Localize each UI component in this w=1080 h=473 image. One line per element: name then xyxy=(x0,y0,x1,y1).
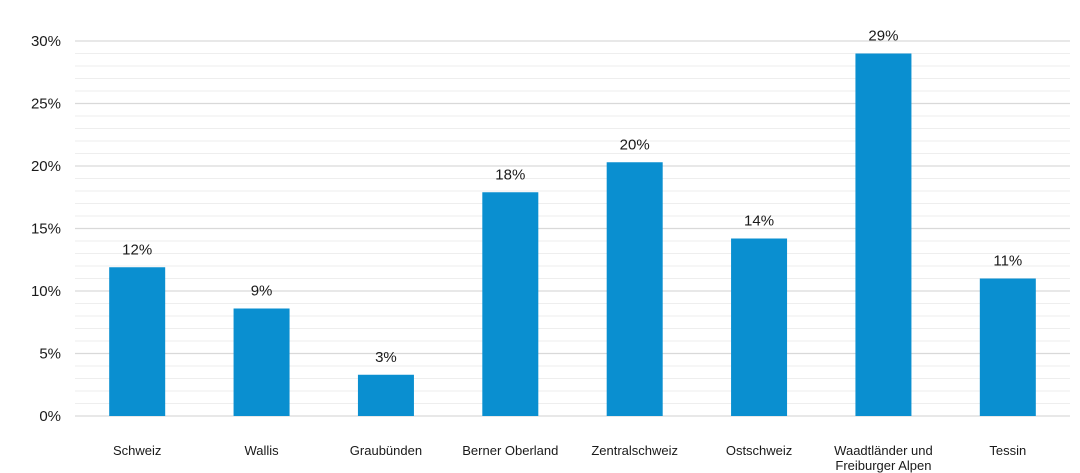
y-tick-label: 5% xyxy=(39,346,61,363)
y-tick-label: 30% xyxy=(31,33,61,50)
data-label: 9% xyxy=(251,283,273,300)
bar xyxy=(233,308,290,416)
data-label: 29% xyxy=(868,28,898,45)
y-tick-label: 25% xyxy=(31,96,61,113)
data-label: 14% xyxy=(744,213,774,230)
grid-lines xyxy=(75,40,1070,417)
x-tick-label: Schweiz xyxy=(113,443,161,458)
x-tick-label: Zentralschweiz xyxy=(591,443,678,458)
data-label: 18% xyxy=(495,166,525,183)
x-tick-label: Ostschweiz xyxy=(726,443,792,458)
bar xyxy=(731,238,788,416)
data-labels: 12% 9% 3% 18% 20% 14% 29% 11% xyxy=(122,28,1022,366)
y-tick-label: 15% xyxy=(31,221,61,238)
x-tick-label: Freiburger Alpen xyxy=(835,458,931,473)
x-tick-label: Graubünden xyxy=(350,443,422,458)
bar xyxy=(606,162,663,416)
bar xyxy=(109,267,166,416)
x-tick-label: Berner Oberland xyxy=(462,443,558,458)
x-axis-category-labels: Schweiz Wallis Graubünden Berner Oberland Ze… xyxy=(113,443,1026,473)
data-label: 12% xyxy=(122,241,152,258)
data-label: 11% xyxy=(993,253,1022,270)
bar xyxy=(357,374,414,416)
data-label: 20% xyxy=(620,136,650,153)
x-tick-label: Waadtländer und xyxy=(834,443,933,458)
y-tick-label: 0% xyxy=(39,408,61,425)
y-tick-label: 20% xyxy=(31,158,61,175)
bar xyxy=(855,53,912,416)
bar xyxy=(979,278,1036,416)
bars xyxy=(109,53,1036,416)
data-label: 3% xyxy=(375,349,397,366)
x-tick-label: Wallis xyxy=(244,443,279,458)
y-axis-tick-labels: 0% 5% 10% 15% 20% 25% 30% xyxy=(31,33,61,425)
x-tick-label: Tessin xyxy=(989,443,1026,458)
y-tick-label: 10% xyxy=(31,283,61,300)
bar xyxy=(482,192,539,416)
